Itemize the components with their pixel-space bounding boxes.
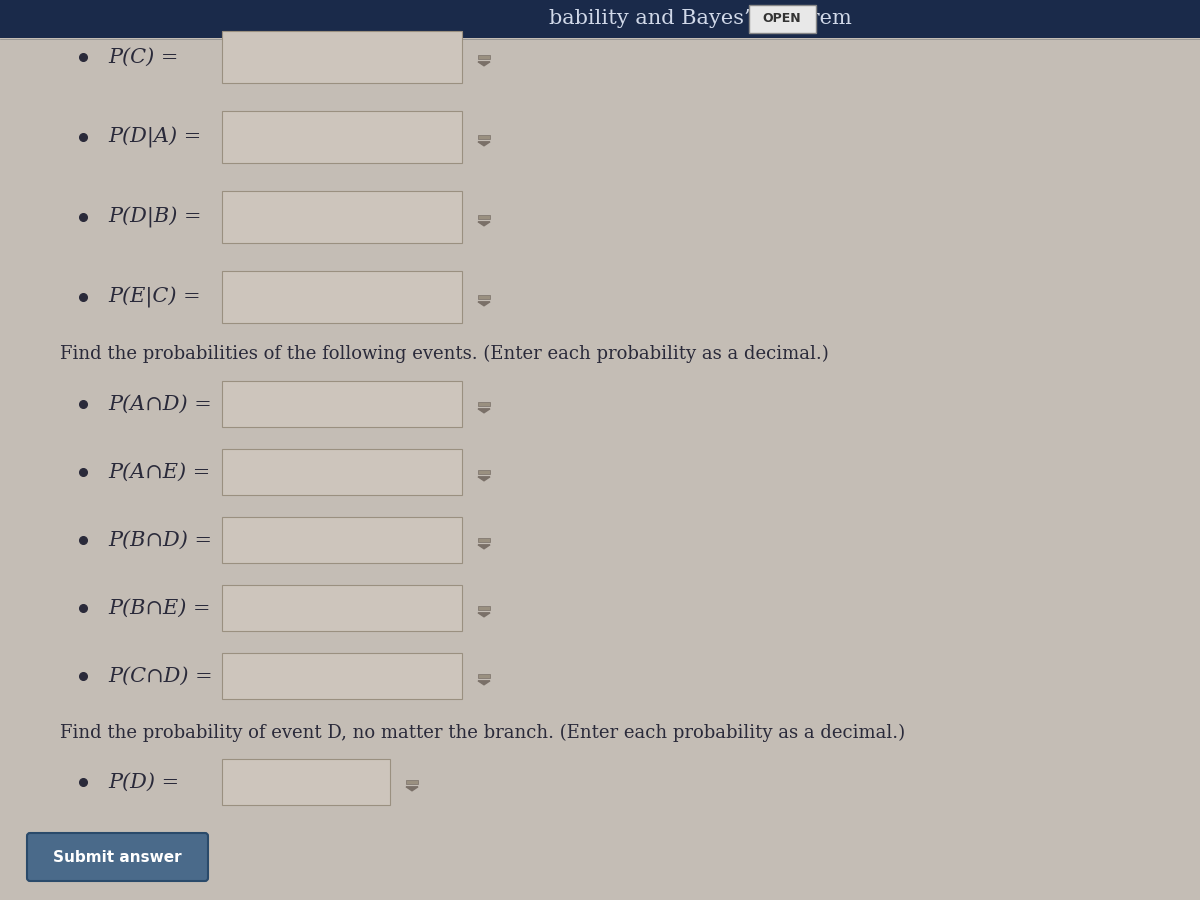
- Polygon shape: [406, 787, 418, 791]
- FancyBboxPatch shape: [222, 653, 462, 699]
- Text: P(C) =: P(C) =: [108, 48, 179, 67]
- Text: P(A∩D) =: P(A∩D) =: [108, 394, 211, 413]
- FancyBboxPatch shape: [222, 759, 390, 805]
- Text: P(A∩E) =: P(A∩E) =: [108, 463, 210, 482]
- Polygon shape: [478, 409, 490, 413]
- FancyBboxPatch shape: [478, 214, 491, 220]
- Text: Submit answer: Submit answer: [53, 850, 181, 865]
- FancyBboxPatch shape: [478, 470, 491, 474]
- FancyBboxPatch shape: [222, 517, 462, 563]
- FancyBboxPatch shape: [222, 381, 462, 427]
- Text: P(C∩D) =: P(C∩D) =: [108, 667, 212, 686]
- FancyBboxPatch shape: [478, 537, 491, 543]
- Text: P(D|B) =: P(D|B) =: [108, 206, 202, 228]
- FancyBboxPatch shape: [406, 779, 419, 785]
- FancyBboxPatch shape: [478, 606, 491, 610]
- FancyBboxPatch shape: [478, 294, 491, 300]
- Text: P(D|A) =: P(D|A) =: [108, 126, 202, 148]
- Text: P(B∩E) =: P(B∩E) =: [108, 598, 210, 617]
- Text: P(B∩D) =: P(B∩D) =: [108, 530, 212, 550]
- Polygon shape: [478, 302, 490, 306]
- FancyBboxPatch shape: [478, 135, 491, 140]
- FancyBboxPatch shape: [0, 0, 1200, 38]
- FancyBboxPatch shape: [222, 585, 462, 631]
- Text: P(E|C) =: P(E|C) =: [108, 286, 200, 308]
- FancyBboxPatch shape: [222, 111, 462, 163]
- FancyBboxPatch shape: [222, 31, 462, 83]
- Text: Find the probabilities of the following events. (Enter each probability as a dec: Find the probabilities of the following …: [60, 345, 829, 363]
- Polygon shape: [478, 477, 490, 481]
- FancyBboxPatch shape: [222, 449, 462, 495]
- Polygon shape: [478, 142, 490, 146]
- Polygon shape: [478, 544, 490, 549]
- Text: Find the probability of event D, no matter the branch. (Enter each probability a: Find the probability of event D, no matt…: [60, 724, 905, 742]
- Text: OPEN: OPEN: [763, 13, 802, 25]
- FancyBboxPatch shape: [222, 191, 462, 243]
- Text: P(D) =: P(D) =: [108, 772, 179, 791]
- Polygon shape: [478, 221, 490, 226]
- FancyBboxPatch shape: [749, 5, 816, 33]
- Polygon shape: [478, 62, 490, 66]
- FancyBboxPatch shape: [478, 673, 491, 679]
- FancyBboxPatch shape: [478, 55, 491, 59]
- FancyBboxPatch shape: [478, 401, 491, 407]
- Text: bability and Bayes’ Theorem: bability and Bayes’ Theorem: [548, 10, 852, 29]
- Polygon shape: [478, 680, 490, 685]
- Polygon shape: [478, 613, 490, 617]
- FancyBboxPatch shape: [28, 833, 208, 881]
- FancyBboxPatch shape: [222, 271, 462, 323]
